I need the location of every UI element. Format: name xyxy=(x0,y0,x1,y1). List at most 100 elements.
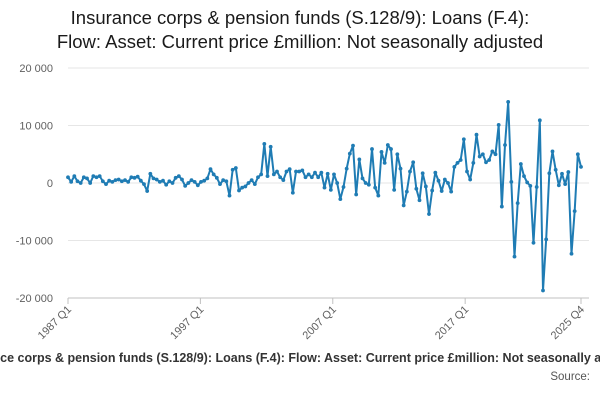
data-point xyxy=(97,174,102,179)
data-point xyxy=(366,182,371,187)
data-point xyxy=(547,171,552,176)
series-line xyxy=(67,100,582,292)
data-point xyxy=(544,237,549,242)
data-point xyxy=(496,123,501,127)
data-point xyxy=(100,179,105,184)
data-point xyxy=(499,204,504,209)
data-point xyxy=(430,188,435,193)
data-point xyxy=(344,166,349,171)
data-point xyxy=(442,177,447,182)
y-tick-label: 0 xyxy=(47,178,53,190)
data-point xyxy=(436,178,441,183)
data-point xyxy=(379,150,384,154)
data-point xyxy=(72,174,77,179)
x-tick-label: 2007 Q1 xyxy=(301,304,339,342)
data-point xyxy=(164,182,169,187)
data-point xyxy=(157,179,162,184)
data-point xyxy=(474,132,479,137)
data-point xyxy=(123,178,127,183)
data-point xyxy=(135,174,140,179)
data-point xyxy=(69,179,74,184)
data-point xyxy=(85,176,89,181)
data-point xyxy=(385,143,390,147)
data-point xyxy=(275,169,279,174)
data-point xyxy=(202,178,207,183)
data-point xyxy=(94,175,99,180)
data-point xyxy=(398,166,403,171)
x-tick-label: 2025 Q4 xyxy=(549,304,587,342)
data-point xyxy=(218,182,222,187)
data-point xyxy=(309,175,314,180)
data-point xyxy=(458,158,463,162)
data-point xyxy=(173,175,178,180)
data-point xyxy=(325,171,330,176)
data-point xyxy=(461,137,466,142)
data-point xyxy=(452,165,457,169)
y-tick-label: -20 000 xyxy=(16,293,53,305)
legend-label: Insurance corps & pension funds (S.128/9… xyxy=(0,351,600,365)
data-point xyxy=(484,160,488,165)
data-point xyxy=(243,184,248,189)
data-point xyxy=(176,174,181,179)
data-point xyxy=(401,203,406,208)
data-point xyxy=(119,179,124,184)
data-point xyxy=(205,176,210,181)
data-point xyxy=(446,181,450,185)
data-point xyxy=(509,179,514,184)
legend: Insurance corps & pension funds (S.128/9… xyxy=(0,351,600,365)
data-point xyxy=(389,147,393,151)
data-point xyxy=(211,172,216,177)
source-label: Source: xyxy=(550,371,590,383)
data-point xyxy=(560,171,564,176)
data-point xyxy=(534,185,539,189)
y-tick-label: -10 000 xyxy=(16,236,53,248)
data-point xyxy=(566,170,571,174)
data-point xyxy=(465,169,469,174)
data-point xyxy=(569,251,574,256)
data-point xyxy=(224,179,229,184)
data-point xyxy=(262,142,267,146)
data-point xyxy=(237,188,241,193)
data-point xyxy=(341,185,346,189)
data-point xyxy=(363,181,368,185)
data-point xyxy=(370,147,374,151)
data-point xyxy=(186,181,191,185)
data-point xyxy=(145,189,150,193)
data-point xyxy=(313,170,317,175)
data-point xyxy=(433,170,438,175)
data-point xyxy=(214,175,219,180)
data-point xyxy=(420,171,425,176)
data-point xyxy=(259,172,264,177)
data-point xyxy=(189,178,194,183)
chart-title: Insurance corps & pension funds (S.128/9… xyxy=(0,6,600,54)
data-point xyxy=(268,144,273,149)
chart-title-line-1: Insurance corps & pension funds (S.128/9… xyxy=(70,7,530,28)
data-point xyxy=(477,154,482,159)
data-point xyxy=(290,190,295,195)
data-point xyxy=(110,179,115,184)
data-point xyxy=(322,185,327,190)
data-point xyxy=(316,175,321,180)
data-point xyxy=(506,100,511,104)
data-point xyxy=(249,178,254,183)
data-point xyxy=(265,174,270,179)
data-point xyxy=(192,179,197,184)
data-point xyxy=(284,169,289,174)
data-point xyxy=(541,288,545,293)
data-point xyxy=(408,169,412,174)
data-point xyxy=(78,181,83,185)
data-point xyxy=(449,189,454,194)
data-point xyxy=(227,193,232,198)
data-point xyxy=(208,167,213,172)
data-point xyxy=(306,172,311,177)
data-point xyxy=(480,152,485,157)
data-point xyxy=(142,182,146,187)
chart-title-line-2: Flow: Asset: Current price £million: Not… xyxy=(56,31,544,52)
x-tick-label: 1987 Q1 xyxy=(36,304,74,342)
data-point xyxy=(468,177,473,182)
data-point xyxy=(537,118,542,123)
data-point xyxy=(417,198,422,203)
data-point xyxy=(332,172,336,177)
data-point xyxy=(328,188,333,192)
